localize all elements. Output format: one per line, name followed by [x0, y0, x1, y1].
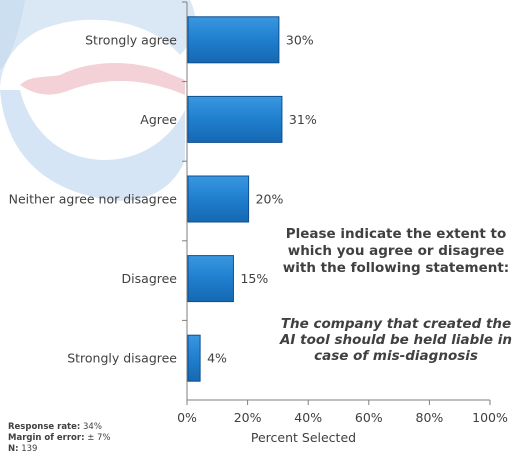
sample-size-value: 139: [21, 444, 38, 454]
sample-size: N: 139: [8, 444, 111, 455]
margin-of-error-value: ± 7%: [87, 433, 111, 443]
response-rate-label: Response rate:: [8, 422, 81, 432]
response-rate: Response rate: 34%: [8, 422, 111, 433]
survey-metadata: Response rate: 34% Margin of error: ± 7%…: [8, 422, 111, 455]
sample-size-label: N:: [8, 444, 19, 454]
question-statement: The company that created the AI tool sho…: [279, 316, 513, 364]
x-axis-title: Percent Selected: [251, 430, 356, 445]
category-label: Strongly agree: [85, 32, 177, 47]
bar: [187, 255, 234, 303]
category-label: Agree: [140, 112, 177, 127]
bar-series: [187, 16, 283, 382]
data-label: 4%: [207, 351, 227, 366]
background-logo-graphic: [0, 0, 196, 201]
bar: [187, 95, 283, 143]
data-label: 31%: [289, 112, 317, 127]
category-label: Neither agree nor disagree: [9, 192, 178, 207]
x-tick-label: 100%: [472, 410, 508, 425]
bar: [187, 334, 201, 382]
data-label: 15%: [240, 271, 268, 286]
bar: [187, 16, 280, 64]
response-rate-value: 34%: [83, 422, 102, 432]
category-label: Disagree: [122, 271, 178, 286]
x-tick-label: 20%: [234, 410, 262, 425]
chart-labels: 0% 20% 40% 60% 80% 100% Percent Selected Strong…: [9, 32, 508, 445]
chart-axes: [182, 1, 491, 405]
data-label: 30%: [286, 32, 314, 47]
category-label: Strongly disagree: [67, 351, 177, 366]
x-tick-label: 80%: [416, 410, 444, 425]
data-label: 20%: [256, 192, 284, 207]
margin-of-error: Margin of error: ± 7%: [8, 433, 111, 444]
x-tick-label: 0%: [177, 410, 197, 425]
margin-of-error-label: Margin of error:: [8, 433, 85, 443]
question-prompt: Please indicate the extent to which you …: [282, 226, 510, 276]
bar: [187, 175, 250, 223]
x-tick-label: 60%: [355, 410, 383, 425]
x-tick-label: 40%: [294, 410, 322, 425]
